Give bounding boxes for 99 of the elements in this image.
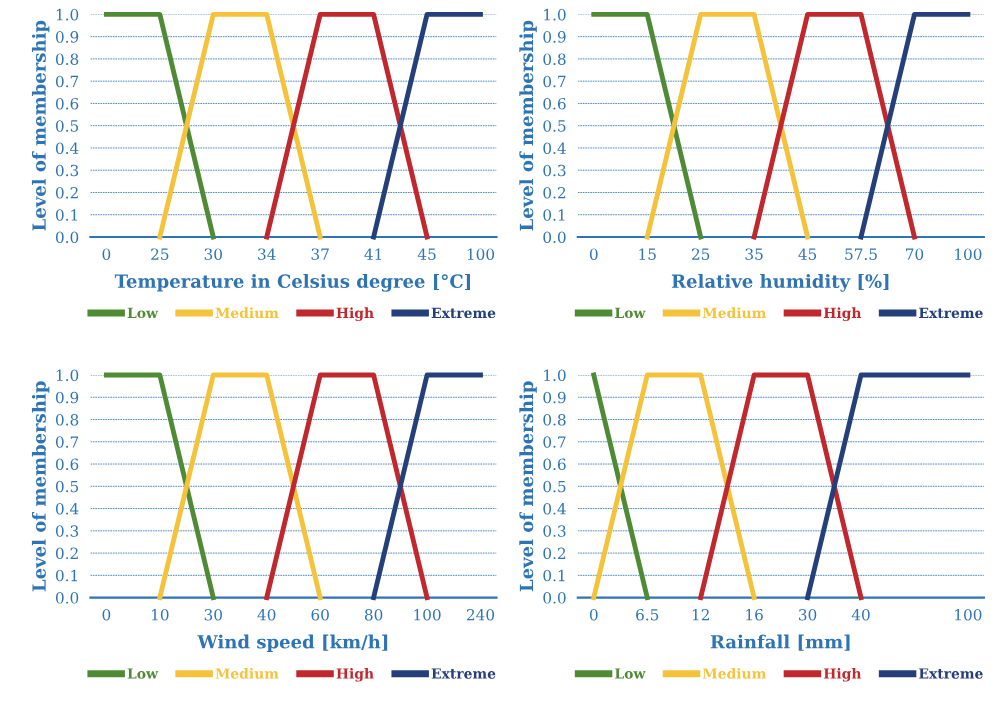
x-axis-title: Rainfall [mm] [710, 634, 850, 651]
y-tick-label: 0.8 [55, 413, 79, 426]
y-tick-label: 0.5 [543, 480, 566, 493]
x-axis-title: Wind speed [km/h] [197, 634, 388, 653]
x-tick-label: 25 [691, 248, 710, 260]
y-tick-label: 1.0 [544, 8, 566, 21]
y-tick-label: 0.9 [543, 31, 566, 43]
x-tick-label: 40 [851, 608, 870, 621]
x-tick-label: 0 [102, 248, 111, 260]
x-tick-label: 34 [258, 248, 276, 260]
y-tick-label: 0.4 [543, 142, 566, 154]
y-tick-label: 0.2 [55, 186, 78, 199]
legend-label: Medium [215, 307, 279, 319]
y-tick-label: 0.4 [55, 503, 79, 515]
y-tick-label: 0.8 [543, 413, 566, 426]
y-tick-label: 0.3 [55, 525, 79, 537]
y-tick-label: 0.7 [543, 75, 566, 88]
x-tick-label: 0 [102, 608, 111, 621]
y-tick-label: 0.7 [55, 436, 79, 448]
y-tick-label: 0.0 [543, 231, 566, 244]
legend-label: Low [127, 307, 159, 319]
x-tick-label: 45 [798, 248, 817, 260]
y-tick-label: 0.1 [543, 209, 565, 221]
legend-label: High [336, 307, 374, 322]
x-tick-label: 10 [151, 608, 169, 621]
y-tick-label: 0.0 [543, 592, 566, 604]
legend-label: Low [615, 668, 646, 679]
y-tick-label: 0.1 [55, 209, 78, 221]
legend-label: Medium [702, 307, 766, 319]
y-tick-label: 0.6 [55, 97, 79, 110]
y-tick-label: 0.1 [55, 569, 78, 582]
y-tick-label: 0.2 [543, 547, 566, 560]
y-tick-label: 0.2 [55, 547, 78, 560]
y-tick-label: 0.3 [543, 164, 566, 177]
y-tick-label: 0.9 [55, 31, 79, 43]
legend-label: Extreme [919, 307, 983, 319]
y-tick-label: 0.7 [55, 75, 79, 88]
legend-label: High [336, 667, 374, 682]
y-tick-label: 0.6 [543, 458, 566, 471]
x-tick-label: 41 [364, 248, 382, 260]
y-tick-label: 0.3 [543, 525, 566, 537]
x-tick-label: 100 [955, 248, 982, 260]
x-tick-label: 0 [589, 248, 598, 260]
x-tick-label: 240 [466, 608, 495, 621]
y-tick-label: 0.0 [55, 231, 79, 244]
y-tick-label: 0.5 [543, 120, 566, 132]
x-tick-label: 12 [692, 608, 709, 621]
x-tick-label: 30 [799, 608, 817, 621]
y-tick-label: 0.3 [55, 164, 79, 177]
legend-label: Extreme [919, 668, 983, 679]
x-tick-label: 70 [906, 248, 924, 260]
x-tick-label: 60 [311, 608, 329, 621]
x-tick-label: 100 [955, 608, 982, 621]
y-tick-label: 0.9 [55, 391, 79, 404]
y-tick-label: 1.0 [544, 369, 566, 382]
x-axis-title: Temperature in Celsius degree [°C] [114, 274, 470, 292]
y-tick-label: 0.4 [543, 503, 566, 515]
y-tick-label: 0.8 [543, 53, 566, 65]
y-tick-label: 0.2 [543, 186, 566, 199]
y-tick-label: 0.9 [543, 391, 566, 404]
x-tick-label: 6.5 [636, 608, 659, 621]
y-axis-title: Level of membership [519, 381, 537, 592]
y-tick-label: 0.6 [543, 97, 566, 110]
y-tick-label: 1.0 [56, 8, 79, 21]
y-tick-label: 0.7 [543, 436, 566, 448]
y-tick-label: 0.5 [55, 480, 79, 493]
x-tick-label: 30 [204, 248, 222, 260]
x-tick-label: 30 [204, 608, 222, 621]
legend-label: Low [615, 307, 646, 319]
y-axis-title: Level of membership [31, 20, 50, 231]
x-tick-label: 57.5 [845, 248, 877, 260]
legend-label: Extreme [431, 668, 496, 679]
x-tick-label: 16 [746, 608, 763, 621]
legend-label: High [823, 307, 862, 322]
x-tick-label: 100 [467, 248, 495, 260]
x-tick-label: 35 [745, 248, 763, 260]
y-tick-label: 0.6 [55, 458, 79, 471]
legend-label: Medium [215, 667, 279, 679]
legend-label: Medium [702, 667, 766, 679]
y-axis-title: Level of membership [31, 381, 50, 592]
legend-label: Low [127, 668, 159, 679]
x-tick-label: 25 [151, 248, 169, 260]
x-tick-label: 100 [414, 608, 441, 621]
y-tick-label: 0.4 [55, 142, 79, 154]
x-tick-label: 45 [417, 248, 436, 260]
legend-label: Extreme [431, 307, 496, 319]
x-axis-title: Relative humidity [%] [671, 274, 889, 292]
x-tick-label: 40 [257, 608, 276, 621]
x-tick-label: 0 [589, 608, 598, 621]
y-axis-title: Level of membership [519, 20, 537, 231]
y-tick-label: 0.1 [543, 569, 565, 582]
x-tick-label: 15 [639, 248, 656, 260]
y-tick-label: 1.0 [56, 369, 79, 382]
y-tick-label: 0.8 [55, 53, 79, 65]
y-tick-label: 0.5 [55, 120, 79, 132]
y-tick-label: 0.0 [55, 592, 79, 604]
x-tick-label: 37 [311, 248, 329, 260]
legend-label: High [823, 667, 862, 682]
x-tick-label: 80 [364, 608, 383, 621]
